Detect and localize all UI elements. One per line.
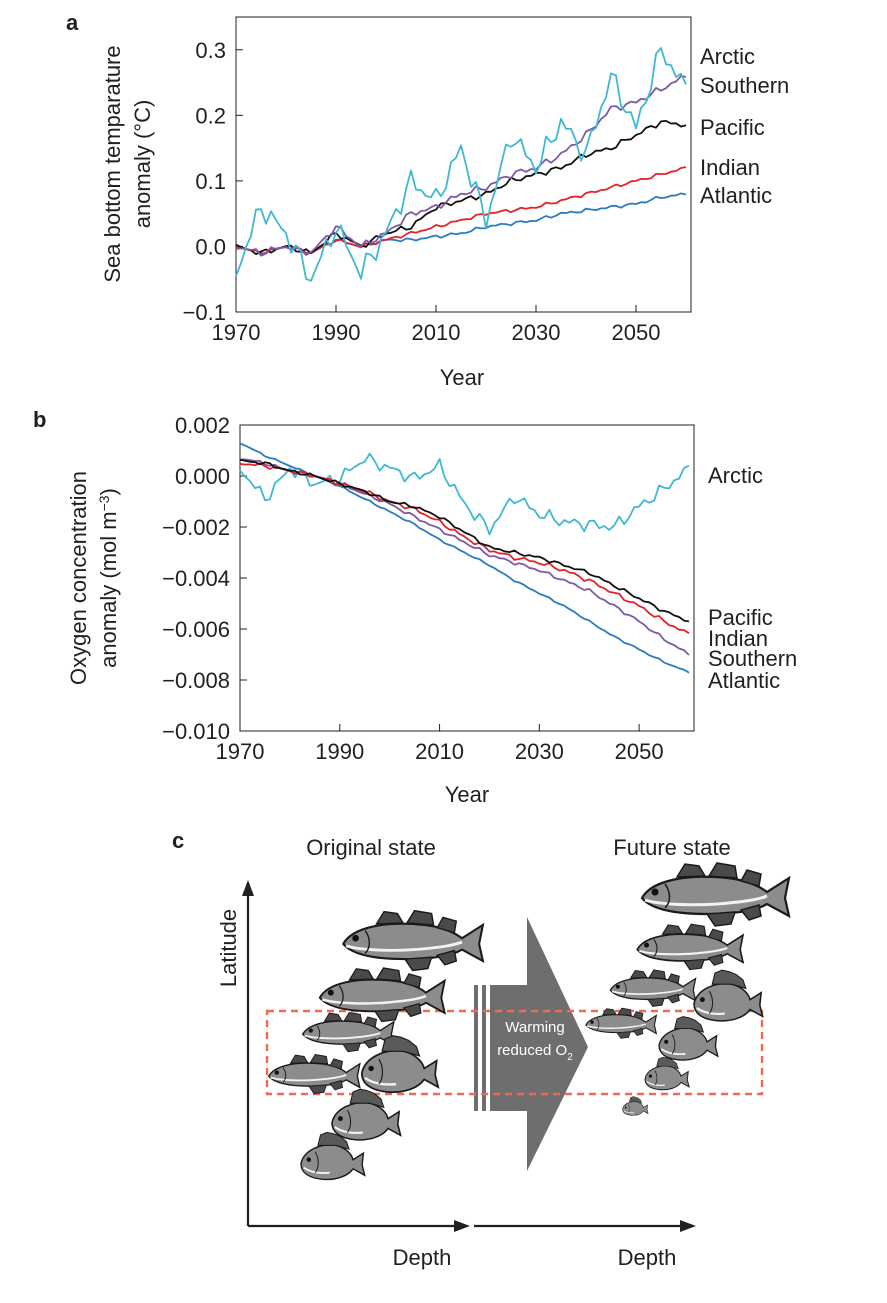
y-tick-label: −0.006	[162, 617, 230, 642]
x-tick-label: 2030	[512, 320, 561, 345]
panel-a-y-axis-label-line1: Sea bottom temparature	[100, 45, 125, 282]
x-tick-label: 2030	[515, 739, 564, 764]
legend-label-indian: Indian	[700, 155, 760, 180]
arrow-stripe	[474, 985, 478, 1111]
y-tick-label: −0.008	[162, 668, 230, 693]
warming-arrow: Warming reduced O2	[474, 917, 588, 1171]
latitude-axis-label: Latitude	[216, 909, 241, 987]
y-tick-label: 0.2	[195, 103, 226, 128]
cod-fish-icon	[267, 1054, 361, 1095]
panel-b-y-axis-label-line2: anomaly (mol m−3)	[96, 488, 121, 668]
y-tick-label: 0.002	[175, 413, 230, 438]
series-line-southern	[239, 458, 690, 656]
depth-axis-label-right: Depth	[618, 1245, 677, 1270]
series-line-arctic	[239, 452, 690, 536]
panel-a-x-axis-label: Year	[440, 365, 484, 390]
x-tick-label: 2050	[612, 320, 661, 345]
y-tick-label: −0.1	[183, 300, 226, 325]
panel-a-chart: 1970 1990 2010 2030 2050 −0.1 0.0 0.1 0.2 0.3 Arc…	[100, 16, 789, 390]
legend-label-atlantic: Atlantic	[700, 183, 772, 208]
cod-fish-icon	[341, 909, 485, 972]
panel-b-chart: 1970 1990 2010 2030 2050 −0.010 −0.008 −0.006 −0…	[66, 413, 797, 807]
arrow-shaft	[490, 985, 528, 1111]
panel-a-letter: a	[66, 10, 79, 35]
series-line-indian	[235, 166, 687, 255]
future-state-title: Future state	[613, 835, 730, 860]
panel-a-frame	[235, 16, 692, 313]
series-line-pacific	[235, 120, 687, 256]
x-tick-label: 1990	[315, 739, 364, 764]
cod-fish-icon	[301, 1012, 395, 1053]
y-tick-label: 0.3	[195, 38, 226, 63]
series-line-atlantic	[235, 192, 687, 256]
cod-fish-icon	[318, 967, 447, 1023]
x-tick-label: 1970	[212, 320, 261, 345]
series-line-indian	[239, 462, 690, 634]
perch-fish-icon	[331, 1088, 402, 1141]
x-tick-label: 1970	[216, 739, 265, 764]
legend-label-atlantic: Atlantic	[708, 668, 780, 693]
cod-fish-icon	[609, 969, 697, 1007]
x-tick-label: 2010	[412, 320, 461, 345]
y-tick-label: −0.004	[162, 566, 230, 591]
perch-fish-icon	[622, 1096, 649, 1116]
y-tick-label: −0.010	[162, 719, 230, 744]
y-tick-label: 0.000	[175, 464, 230, 489]
legend-label-indian: Indian	[708, 626, 768, 651]
legend-label-arctic: Arctic	[700, 44, 755, 69]
legend-label-arctic: Arctic	[708, 463, 763, 488]
latitude-axis-arrowhead	[242, 880, 254, 896]
cod-fish-icon	[636, 923, 745, 971]
panel-b-frame	[239, 424, 695, 732]
y-tick-label: 0.1	[195, 169, 226, 194]
perch-fish-icon	[658, 1016, 719, 1061]
panel-b-letter: b	[33, 407, 46, 432]
perch-fish-icon	[360, 1035, 440, 1093]
panel-c-diagram: Original state Future state Latitude Dep…	[216, 835, 791, 1270]
y-tick-label: −0.002	[162, 515, 230, 540]
cod-fish-icon	[640, 862, 791, 927]
perch-fish-icon	[644, 1056, 690, 1091]
arrow-stripe	[482, 985, 486, 1111]
y-tick-label: 0.0	[195, 234, 226, 259]
series-line-southern	[235, 75, 687, 257]
x-tick-label: 2050	[615, 739, 664, 764]
depth-axis-left-arrowhead	[454, 1220, 470, 1232]
cod-fish-icon	[585, 1007, 658, 1039]
panel-a-y-axis-label-line2: anomaly (°C)	[130, 100, 155, 229]
arrow-text-warming: Warming	[505, 1019, 564, 1036]
legend-label-southern: Southern	[700, 73, 789, 98]
panel-c-letter: c	[172, 828, 184, 853]
series-line-pacific	[239, 458, 690, 623]
legend-label-pacific: Pacific	[700, 115, 765, 140]
arrow-text-reduced-o2: reduced O2	[497, 1042, 573, 1063]
original-state-title: Original state	[306, 835, 436, 860]
panel-b-x-axis-label: Year	[445, 782, 489, 807]
perch-fish-icon	[300, 1131, 366, 1181]
panel-b-y-axis-label-line1: Oxygen concentration	[66, 471, 91, 685]
x-tick-label: 1990	[312, 320, 361, 345]
depth-axis-label-left: Depth	[393, 1245, 452, 1270]
depth-axis-right-arrowhead	[680, 1220, 696, 1232]
perch-fish-icon	[693, 969, 764, 1022]
series-line-arctic	[235, 47, 687, 282]
x-tick-label: 2010	[415, 739, 464, 764]
legend-label-pacific: Pacific	[708, 605, 773, 630]
arrow-head	[527, 917, 588, 1171]
legend-label-southern: Southern	[708, 646, 797, 671]
